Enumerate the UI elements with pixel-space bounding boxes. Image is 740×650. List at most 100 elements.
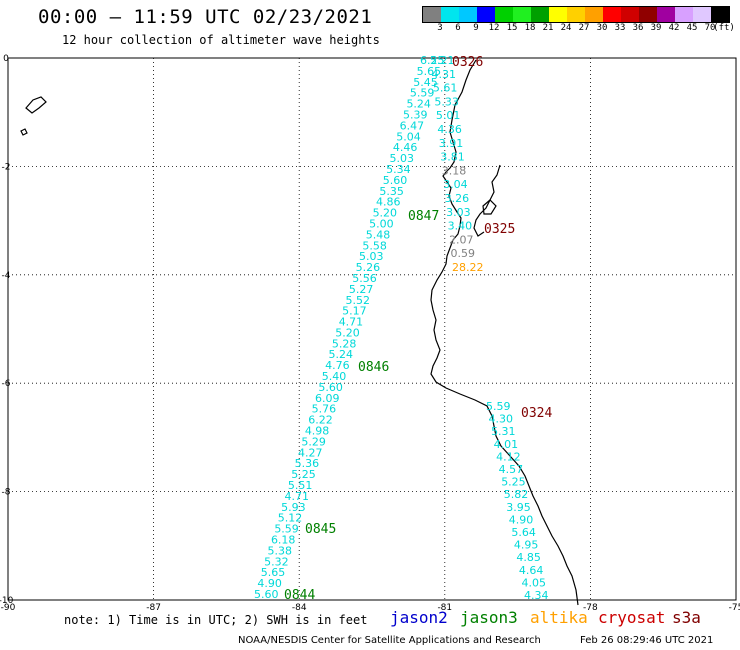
wave-height-label: 5.38 bbox=[268, 544, 293, 557]
wave-height-label: 4.86 bbox=[376, 196, 401, 209]
pass-time-label: 0844 bbox=[284, 588, 315, 603]
wave-height-label: 5.26 bbox=[356, 261, 381, 274]
color-scale-bar bbox=[422, 6, 730, 23]
legend-cryosat: cryosat bbox=[598, 608, 666, 627]
wave-height-label: 4.71 bbox=[339, 316, 364, 329]
wave-height-label: 4.71 bbox=[284, 490, 309, 503]
wave-height-label: 5.59 bbox=[486, 400, 511, 413]
units-note: note: 1) Time is in UTC; 2) SWH is in fe… bbox=[64, 613, 368, 627]
wave-height-label: 4.31 bbox=[431, 68, 456, 81]
wave-height-label: 3.04 bbox=[443, 178, 468, 191]
wave-height-label: 6.18 bbox=[271, 534, 296, 547]
wave-height-label: 5.65 bbox=[417, 65, 442, 78]
wave-height-label: 5.64 bbox=[511, 526, 536, 539]
wave-height-label: 5.60 bbox=[318, 381, 343, 394]
color-swatch bbox=[441, 7, 459, 22]
color-scale-label: 21 bbox=[542, 23, 554, 33]
wave-height-label: 5.35 bbox=[379, 185, 404, 198]
wave-height-label: 5.25 bbox=[291, 468, 316, 481]
wave-height-label: 5.93 bbox=[281, 501, 306, 514]
wave-height-label: 5.25 bbox=[501, 476, 526, 489]
x-tick-label: -81 bbox=[437, 603, 452, 613]
wave-height-label: 4.12 bbox=[496, 450, 520, 463]
wave-height-label: 5.33 bbox=[434, 95, 459, 108]
wave-height-label: 0.59 bbox=[451, 247, 476, 260]
wave-height-label: 6.09 bbox=[315, 392, 340, 405]
y-tick-label: -4 bbox=[2, 271, 11, 281]
wave-height-label: 5.24 bbox=[406, 98, 431, 111]
x-tick-label: -78 bbox=[583, 603, 598, 613]
color-scale-label: 6 bbox=[455, 23, 461, 33]
color-scale-label: 33 bbox=[614, 23, 626, 33]
wave-height-label: 5.60 bbox=[383, 174, 408, 187]
wave-height-label: 5.45 bbox=[413, 76, 438, 89]
wave-height-label: 3.26 bbox=[445, 192, 470, 205]
color-scale-label: 18 bbox=[524, 23, 536, 33]
pass-time-label: 0847 bbox=[408, 209, 439, 224]
puna-island bbox=[482, 199, 497, 215]
wave-height-label: 5.01 bbox=[436, 109, 461, 122]
legend-s3a: s3a bbox=[672, 608, 701, 627]
wave-height-label: 5.40 bbox=[322, 370, 347, 383]
wave-height-label: 5.20 bbox=[373, 207, 398, 220]
color-swatch bbox=[603, 7, 621, 22]
wave-height-label: 5.20 bbox=[335, 326, 360, 339]
color-swatch bbox=[477, 7, 495, 22]
color-swatch bbox=[657, 7, 675, 22]
wave-height-label: 4.46 bbox=[393, 141, 418, 154]
color-swatch bbox=[711, 7, 729, 22]
galapagos-isabela-island bbox=[25, 96, 47, 114]
color-scale-label: 39 bbox=[650, 23, 662, 33]
color-scale-label: 12 bbox=[488, 23, 500, 33]
x-tick-label: -90 bbox=[1, 603, 16, 613]
color-scale-label: 30 bbox=[596, 23, 608, 33]
wave-height-label: 5.03 bbox=[359, 250, 384, 263]
wave-height-label: 5.52 bbox=[345, 294, 370, 307]
color-scale-label: 15 bbox=[506, 23, 518, 33]
color-swatch bbox=[495, 7, 513, 22]
legend-jason2: jason2 bbox=[390, 608, 448, 627]
wave-height-label: 4.90 bbox=[509, 513, 534, 526]
pass-time-label: 0846 bbox=[358, 360, 389, 375]
wave-height-label: 5.65 bbox=[261, 566, 286, 579]
color-scale-label: 36 bbox=[632, 23, 644, 33]
wave-height-label: 5.32 bbox=[264, 555, 289, 568]
y-tick-label: -10 bbox=[0, 596, 14, 606]
color-scale-label: 3 bbox=[437, 23, 443, 33]
wave-height-label: 4.27 bbox=[298, 446, 323, 459]
wave-height-label: 5.59 bbox=[410, 87, 435, 100]
color-scale-label: 70 bbox=[704, 23, 716, 33]
wave-height-label: 2.07 bbox=[449, 233, 474, 246]
map-subtitle: 12 hour collection of altimeter wave hei… bbox=[62, 33, 380, 47]
wave-height-label: 4.90 bbox=[257, 577, 282, 590]
wave-height-label: 5.28 bbox=[332, 337, 357, 350]
color-scale-labels: 3 6 9 12 15 18 21 24 27 30 33 36 39 42 45 70 (ft) bbox=[422, 23, 740, 35]
credit-text: NOAA/NESDIS Center for Satellite Applica… bbox=[238, 635, 541, 646]
wave-height-label: 4.76 bbox=[325, 359, 350, 372]
wave-height-label: 5.61 bbox=[433, 82, 458, 95]
wave-height-label: 3.81 bbox=[440, 151, 465, 164]
color-scale-label: (ft) bbox=[713, 23, 735, 33]
pass-time-label: 0845 bbox=[305, 522, 336, 537]
wave-height-label: 5.36 bbox=[295, 457, 320, 470]
gulf-of-guayaquil-coast bbox=[473, 164, 501, 237]
wave-height-label: 5.03 bbox=[390, 152, 415, 165]
pass-time-label: 0325 bbox=[484, 222, 515, 237]
wave-height-label: 5.12 bbox=[278, 512, 303, 525]
wave-height-label: 4.85 bbox=[516, 551, 541, 564]
color-scale-label: 24 bbox=[560, 23, 572, 33]
wave-height-label: 5.51 bbox=[288, 479, 313, 492]
color-swatch bbox=[423, 7, 441, 22]
wave-height-label: 3.40 bbox=[448, 220, 473, 233]
wave-height-label: 6.22 bbox=[308, 414, 333, 427]
wave-height-label: 5.48 bbox=[366, 228, 391, 241]
wave-height-label: 5.76 bbox=[312, 403, 337, 416]
wave-height-label: 4.95 bbox=[514, 539, 539, 552]
color-swatch bbox=[675, 7, 693, 22]
wave-height-label: 5.00 bbox=[369, 217, 394, 230]
generated-timestamp: Feb 26 08:29:46 UTC 2021 bbox=[580, 635, 714, 646]
color-swatch bbox=[531, 7, 549, 22]
wave-height-label: 5.27 bbox=[349, 283, 374, 296]
wave-height-label: 5.24 bbox=[329, 348, 354, 361]
